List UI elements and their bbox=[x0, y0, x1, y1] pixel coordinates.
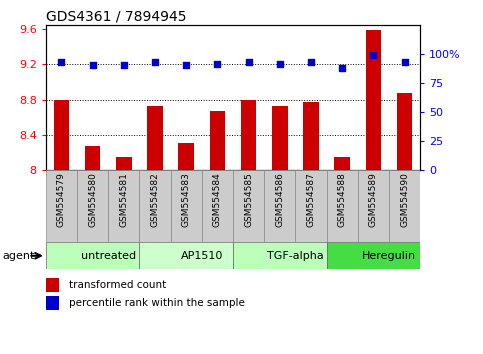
Text: GSM554589: GSM554589 bbox=[369, 172, 378, 227]
Point bbox=[276, 62, 284, 67]
Bar bbox=[77, 170, 108, 242]
Text: GSM554580: GSM554580 bbox=[88, 172, 97, 227]
Bar bbox=[210, 111, 225, 170]
Bar bbox=[170, 170, 202, 242]
Point bbox=[120, 63, 128, 68]
Point bbox=[151, 59, 159, 65]
Bar bbox=[233, 170, 264, 242]
Bar bbox=[327, 242, 420, 269]
Bar bbox=[389, 170, 420, 242]
Text: GSM554584: GSM554584 bbox=[213, 172, 222, 227]
Text: GSM554588: GSM554588 bbox=[338, 172, 347, 227]
Bar bbox=[358, 170, 389, 242]
Bar bbox=[140, 170, 170, 242]
Bar bbox=[327, 170, 358, 242]
Text: Heregulin: Heregulin bbox=[362, 251, 416, 261]
Bar bbox=[46, 170, 77, 242]
Bar bbox=[202, 170, 233, 242]
Bar bbox=[264, 170, 296, 242]
Bar bbox=[85, 146, 100, 170]
Bar bbox=[108, 170, 140, 242]
Bar bbox=[116, 157, 132, 170]
Point bbox=[245, 59, 253, 65]
Text: GSM554582: GSM554582 bbox=[151, 172, 159, 227]
Text: AP1510: AP1510 bbox=[181, 251, 223, 261]
Bar bbox=[46, 296, 59, 310]
Point bbox=[401, 59, 409, 65]
Text: agent: agent bbox=[2, 251, 35, 261]
Bar bbox=[366, 30, 381, 170]
Point bbox=[183, 63, 190, 68]
Text: GSM554586: GSM554586 bbox=[275, 172, 284, 227]
Text: GSM554585: GSM554585 bbox=[244, 172, 253, 227]
Bar bbox=[140, 242, 233, 269]
Text: transformed count: transformed count bbox=[69, 280, 166, 290]
Text: percentile rank within the sample: percentile rank within the sample bbox=[69, 298, 245, 308]
Bar bbox=[46, 278, 59, 292]
Bar bbox=[241, 101, 256, 170]
Text: GDS4361 / 7894945: GDS4361 / 7894945 bbox=[46, 10, 186, 24]
Bar bbox=[296, 170, 327, 242]
Text: GSM554581: GSM554581 bbox=[119, 172, 128, 227]
Text: untreated: untreated bbox=[81, 251, 136, 261]
Point bbox=[89, 63, 97, 68]
Bar bbox=[397, 92, 412, 170]
Point bbox=[369, 52, 377, 58]
Text: GSM554583: GSM554583 bbox=[182, 172, 191, 227]
Bar bbox=[334, 157, 350, 170]
Point bbox=[213, 62, 221, 67]
Point bbox=[57, 59, 65, 65]
Text: GSM554590: GSM554590 bbox=[400, 172, 409, 227]
Bar bbox=[272, 106, 288, 170]
Text: GSM554587: GSM554587 bbox=[307, 172, 315, 227]
Bar bbox=[147, 106, 163, 170]
Bar bbox=[303, 102, 319, 170]
Point bbox=[307, 59, 315, 65]
Bar bbox=[46, 242, 140, 269]
Bar bbox=[178, 143, 194, 170]
Bar bbox=[54, 99, 69, 170]
Text: GSM554579: GSM554579 bbox=[57, 172, 66, 227]
Bar bbox=[233, 242, 327, 269]
Text: TGF-alpha: TGF-alpha bbox=[267, 251, 324, 261]
Point bbox=[339, 65, 346, 70]
